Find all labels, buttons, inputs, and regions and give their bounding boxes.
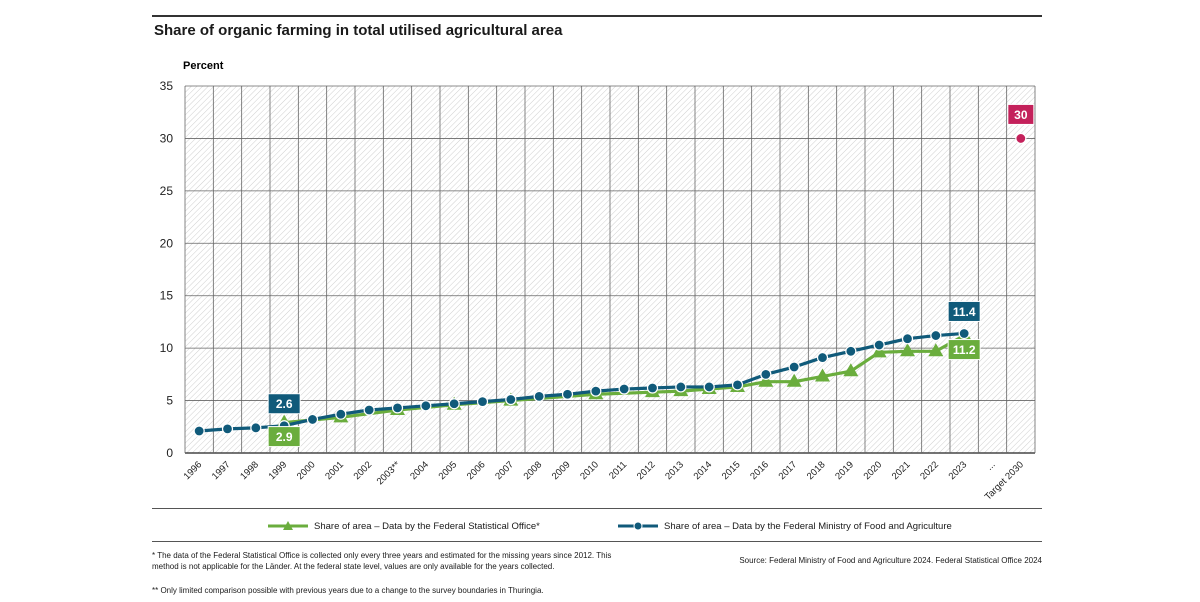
footnote-1: * The data of the Federal Statistical Of… [152,551,612,571]
legend-top-rule [152,508,1042,509]
data-label-box [267,393,301,415]
legend-bottom-rule [152,541,1042,542]
x-tick-label: 2003** [375,459,403,487]
x-tick-label: 2014 [692,459,715,482]
data-point-triangle [815,368,830,382]
data-point-circle [873,339,885,351]
x-tick-label: 2002 [352,459,375,482]
x-tick-label: 2010 [578,459,601,482]
data-point-circle [760,368,772,380]
x-tick-label: 2001 [323,459,346,482]
data-point-circle [363,404,375,416]
data-point-circle [533,390,545,402]
x-tick-label: 1996 [182,459,205,482]
x-tick-label: 2007 [493,459,516,482]
x-tick-label: 2008 [522,459,545,482]
data-point-circle [816,351,829,364]
legend-item-bmel: Share of area – Data by the Federal Mini… [618,520,952,532]
x-tick-label: 2005 [437,459,460,482]
data-point-circle [391,402,404,414]
data-label: 30 [1014,108,1028,122]
data-point-circle [420,400,432,412]
x-tick-label: 2006 [465,459,488,482]
data-point-circle [306,413,319,426]
data-label-box [947,300,981,322]
x-tick-label: 2022 [918,459,941,482]
data-point-circle [930,329,942,342]
x-tick-label: 2017 [777,459,800,482]
data-point-circle [505,393,517,406]
data-point-triangle [900,343,915,357]
x-tick-label: 2015 [720,459,743,482]
x-tick-label: 1998 [238,459,261,482]
legend-item-fso: Share of area – Data by the Federal Stat… [268,520,540,532]
y-tick-label-25: 25 [160,184,174,198]
y-tick-label-30: 30 [160,131,174,145]
legend-label-fso: Share of area – Data by the Federal Stat… [314,520,540,532]
y-axis-label: Percent [183,60,224,72]
x-tick-label: 2012 [635,459,658,482]
data-point-circle [1015,132,1027,145]
y-tick-label-10: 10 [160,341,174,355]
x-tick-label: ... [984,459,997,472]
data-label: 11.4 [953,305,976,319]
x-tick-label: 2013 [663,459,686,482]
data-point-circle [193,425,205,437]
x-tick-label: 1997 [210,459,233,482]
data-label: 2.9 [276,430,293,444]
data-point-circle [646,382,659,394]
source-note: Source: Federal Ministry of Food and Agr… [739,556,1042,565]
data-point-circle [476,396,489,408]
data-point-triangle [928,343,944,357]
chart-title: Share of organic farming in total utilis… [154,22,563,39]
y-tick-label-0: 0 [166,446,173,460]
x-tick-label: 1999 [267,459,290,482]
footnote-2: ** Only limited comparison possible with… [152,586,544,595]
legend-label-bmel: Share of area – Data by the Federal Mini… [664,520,952,532]
top-rule [152,15,1042,17]
legend-swatch-fso [268,521,308,530]
data-point-circle [703,381,715,393]
x-tick-label: 2021 [890,459,913,482]
y-tick-label-15: 15 [160,289,174,303]
data-point-circle [845,345,857,357]
y-tick-label-20: 20 [160,236,174,250]
data-label-box [1007,103,1035,125]
x-tick-label: 2016 [748,459,771,482]
x-tick-label: 2011 [607,459,629,481]
x-tick-label: 2018 [805,459,828,482]
data-point-circle [448,398,460,410]
x-tick-label: 2019 [833,459,856,482]
y-tick-label-5: 5 [166,394,173,408]
series-line-1 [199,331,965,433]
data-point-circle [221,423,234,435]
data-point-triangle [843,363,859,377]
data-point-triangle [786,373,802,387]
data-point-circle [618,383,630,395]
data-point-circle [590,385,602,397]
data-label-box [267,426,301,448]
data-point-circle [561,388,574,400]
data-label-box [947,339,981,361]
data-point-triangle [758,373,774,387]
legend-swatch-bmel [618,521,658,531]
data-point-circle [731,379,744,391]
data-point-circle [788,361,800,373]
data-label: 2.6 [276,397,293,411]
data-point-circle [335,408,347,420]
x-tick-label: 2004 [408,459,431,482]
data-point-triangle [871,344,887,358]
x-tick-label: 2009 [550,459,573,482]
data-point-circle [675,381,687,393]
x-tick-label: 2023 [947,459,970,482]
data-label: 11.2 [953,343,976,357]
data-point-circle [250,422,262,434]
data-point-circle [958,327,970,340]
x-tick-label: 2000 [295,459,318,482]
data-point-circle [901,333,914,345]
y-tick-label-35: 35 [160,79,174,93]
x-tick-label: 2020 [862,459,885,482]
